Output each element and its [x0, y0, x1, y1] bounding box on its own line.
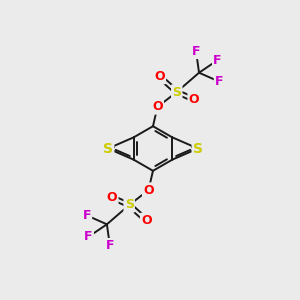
Text: S: S	[193, 142, 203, 155]
Text: O: O	[106, 191, 117, 204]
Text: F: F	[106, 239, 114, 252]
Text: F: F	[215, 75, 224, 88]
Text: F: F	[192, 45, 200, 58]
Text: S: S	[172, 85, 181, 98]
Text: O: O	[152, 100, 163, 113]
Text: O: O	[189, 93, 199, 106]
Text: O: O	[154, 70, 165, 83]
Text: O: O	[141, 214, 152, 227]
Text: O: O	[143, 184, 154, 196]
Text: S: S	[103, 142, 113, 155]
Text: F: F	[84, 230, 93, 243]
Text: F: F	[82, 209, 91, 222]
Text: S: S	[125, 199, 134, 212]
Text: F: F	[213, 54, 222, 67]
